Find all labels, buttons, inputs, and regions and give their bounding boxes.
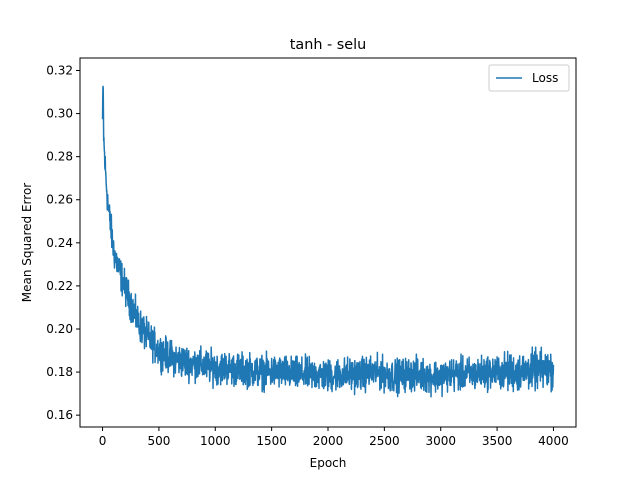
y-tick-label: 0.26 (46, 193, 73, 207)
chart-title: tanh - selu (290, 37, 367, 53)
y-tick-label: 0.32 (46, 63, 73, 77)
x-tick-label: 3000 (425, 434, 456, 448)
x-tick-label: 1000 (200, 434, 231, 448)
x-tick-label: 500 (147, 434, 170, 448)
y-axis-label: Mean Squared Error (20, 183, 34, 303)
legend-label-loss: Loss (532, 71, 558, 85)
series-layer (101, 85, 555, 398)
y-axis: 0.16 0.18 0.20 0.22 0.24 0.26 0.28 0.30 0.32 (46, 63, 80, 422)
x-tick-label: 2500 (369, 434, 400, 448)
x-tick-label: 1500 (256, 434, 287, 448)
y-tick-label: 0.30 (46, 107, 73, 121)
x-tick-label: 0 (99, 434, 107, 448)
y-tick-label: 0.16 (46, 408, 73, 422)
y-tick-label: 0.22 (46, 279, 73, 293)
x-axis-label: Epoch (310, 456, 347, 470)
y-tick-label: 0.28 (46, 150, 73, 164)
legend-frame (488, 64, 570, 92)
y-tick-label: 0.24 (46, 236, 73, 250)
x-tick-label: 4000 (538, 434, 569, 448)
x-tick-label: 2000 (313, 434, 344, 448)
y-tick-label: 0.18 (46, 365, 73, 379)
legend: Loss (488, 64, 570, 92)
series-line-loss (101, 85, 555, 398)
x-tick-label: 3500 (482, 434, 513, 448)
y-tick-label: 0.20 (46, 322, 73, 336)
x-axis: 0 500 1000 1500 2000 2500 3000 3500 4000 (99, 427, 569, 448)
